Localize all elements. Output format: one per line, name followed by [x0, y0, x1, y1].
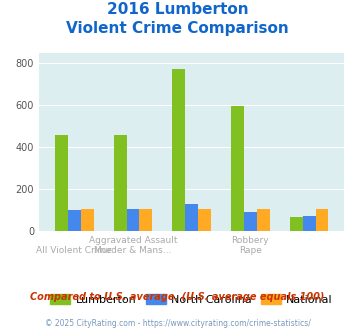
Bar — [172, 69, 185, 231]
Text: Violent Crime Comparison: Violent Crime Comparison — [66, 21, 289, 36]
Text: Rape: Rape — [239, 246, 262, 255]
Bar — [81, 209, 94, 231]
Text: Aggravated Assault: Aggravated Assault — [89, 236, 177, 245]
Bar — [198, 209, 211, 231]
Legend: Lumberton, North Carolina, National: Lumberton, North Carolina, National — [46, 290, 338, 310]
Bar — [126, 209, 140, 231]
Text: Compared to U.S. average. (U.S. average equals 100): Compared to U.S. average. (U.S. average … — [30, 292, 325, 302]
Text: Murder & Mans...: Murder & Mans... — [94, 246, 172, 255]
Text: 2016 Lumberton: 2016 Lumberton — [107, 2, 248, 16]
Bar — [114, 135, 126, 231]
Bar — [140, 209, 152, 231]
Bar — [244, 212, 257, 231]
Bar — [231, 106, 244, 231]
Text: Robbery: Robbery — [231, 236, 269, 245]
Text: © 2025 CityRating.com - https://www.cityrating.com/crime-statistics/: © 2025 CityRating.com - https://www.city… — [45, 319, 310, 328]
Bar — [68, 210, 81, 231]
Text: All Violent Crime: All Violent Crime — [37, 246, 112, 255]
Bar — [290, 217, 303, 231]
Bar — [303, 216, 316, 231]
Bar — [316, 209, 328, 231]
Bar — [55, 135, 68, 231]
Bar — [257, 209, 270, 231]
Bar — [185, 204, 198, 231]
